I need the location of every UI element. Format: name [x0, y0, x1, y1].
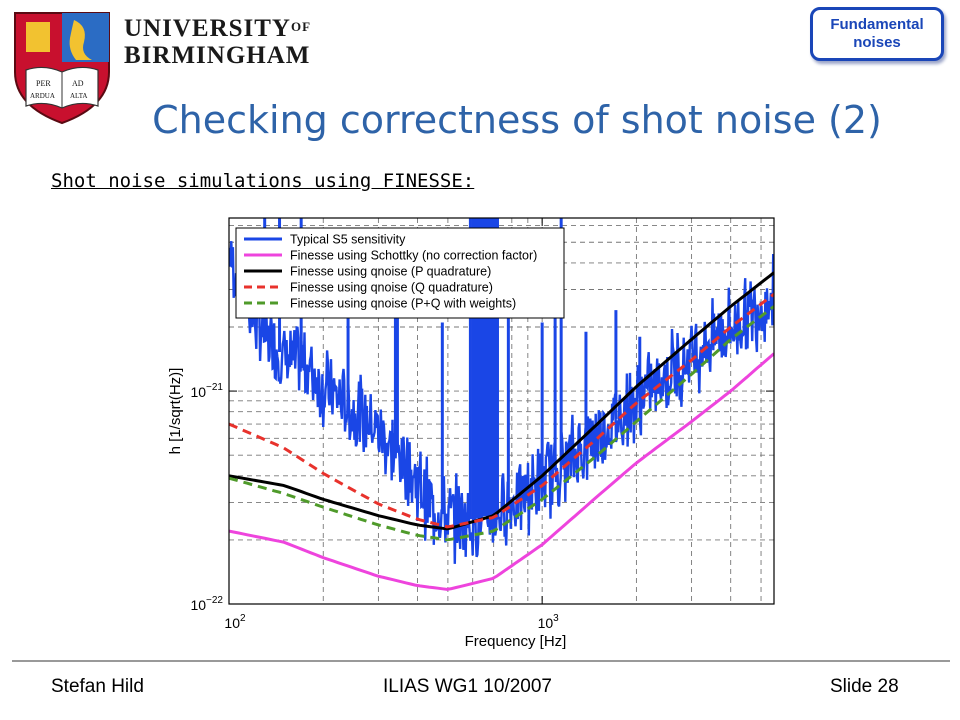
series-line-4 [229, 305, 774, 542]
footer-rule [12, 660, 950, 662]
badge-line1: Fundamental [830, 16, 924, 33]
crest-mermaid [69, 20, 92, 60]
chart-legend [235, 227, 565, 319]
crest-text-per: PER [36, 79, 51, 88]
legend-label: Finesse using qnoise (P+Q with weights) [290, 297, 516, 311]
y-tick-label: 10−21 [190, 382, 223, 400]
footer-event: ILIAS WG1 10/2007 [383, 676, 552, 697]
topic-badge[interactable]: Fundamental noises [810, 7, 944, 61]
series-line-s5 [229, 234, 774, 564]
series-line-2 [229, 271, 774, 531]
crest-text-ad: AD [72, 79, 84, 88]
series-line-3 [229, 293, 774, 529]
y-tick-label: 10−22 [190, 595, 223, 613]
slide-subtitle: Shot noise simulations using FINESSE: [51, 170, 475, 192]
x-axis-label: Frequency [Hz] [465, 633, 567, 650]
series-line-1 [229, 352, 774, 591]
crest-text-ardua: ARDUA [30, 92, 55, 100]
legend-label: Finesse using qnoise (P quadrature) [290, 265, 491, 279]
crest-text-alta: ALTA [70, 92, 87, 100]
x-tick-label: 103 [538, 613, 560, 631]
x-tick-label: 102 [224, 613, 246, 631]
badge-line2: noises [853, 34, 901, 51]
footer-slide-number: Slide 28 [830, 676, 899, 697]
footer-author: Stefan Hild [51, 676, 144, 697]
university-of: OF [290, 19, 312, 34]
crest-lion [26, 22, 50, 52]
y-axis-label: h [1/sqrt(Hz)] [167, 368, 184, 455]
legend-label: Typical S5 sensitivity [290, 233, 406, 247]
university-wordmark: UNIVERSITYOF BIRMINGHAM [124, 16, 344, 70]
university-line2: BIRMINGHAM [124, 42, 311, 69]
legend-label: Finesse using qnoise (Q quadrature) [290, 281, 493, 295]
slide-title: Checking correctness of shot noise (2) [152, 98, 882, 142]
university-crest: PER AD ARDUA ALTA [14, 12, 110, 125]
university-line1: UNIVERSITY [124, 15, 291, 42]
plot-frame [228, 217, 775, 605]
legend-label: Finesse using Schottky (no correction fa… [290, 249, 537, 263]
